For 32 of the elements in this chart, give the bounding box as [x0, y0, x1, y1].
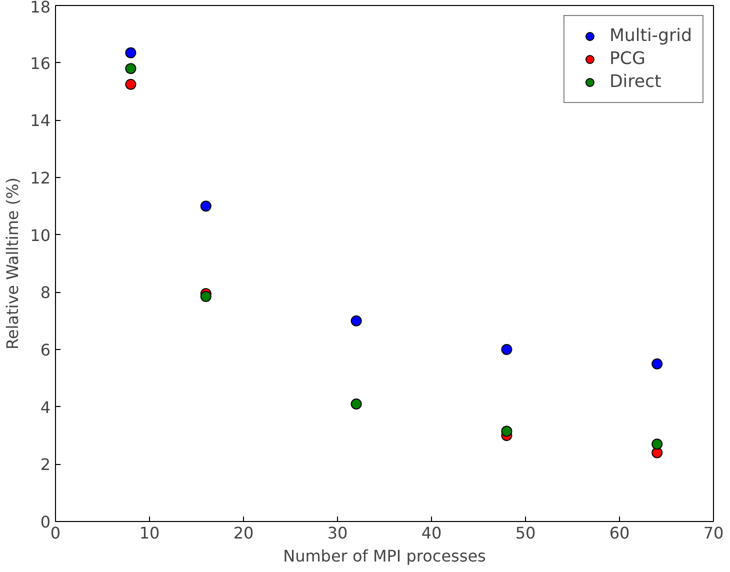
legend-label: Multi-grid	[609, 26, 692, 46]
x-tick-label: 20	[233, 524, 254, 542]
point	[125, 78, 136, 90]
point	[350, 398, 362, 410]
x-tick-label: 50	[515, 524, 536, 542]
point	[501, 426, 512, 437]
legend-label: PCG	[609, 49, 646, 69]
x-tick-label: 60	[609, 524, 630, 542]
point	[350, 315, 362, 326]
point	[125, 47, 136, 58]
x-tick-label: 70	[703, 524, 724, 542]
point	[501, 344, 512, 355]
y-tick-label: 10	[30, 226, 50, 245]
y-tick-label: 2	[40, 455, 51, 474]
x-tick-label: 30	[327, 524, 348, 542]
point	[652, 358, 663, 370]
y-tick-label: 14	[30, 111, 50, 130]
x-tick-label: 40	[421, 524, 442, 542]
y-tick-label: 18	[30, 0, 50, 16]
y-tick-label: 8	[40, 283, 51, 302]
y-tick-label: 16	[30, 54, 50, 73]
legend-label: Direct	[609, 72, 662, 92]
point	[125, 63, 136, 74]
point	[200, 290, 212, 302]
y-axis-title: Relative Walltime (%)	[3, 177, 22, 350]
x-tick-label: 10	[139, 524, 160, 542]
point	[652, 438, 663, 450]
y-tick-label: 4	[40, 398, 51, 417]
x-axis-title: Number of MPI processes	[283, 546, 486, 566]
point	[200, 200, 212, 212]
y-tick-label: 12	[30, 168, 50, 188]
y-tick-label: 6	[40, 340, 51, 360]
